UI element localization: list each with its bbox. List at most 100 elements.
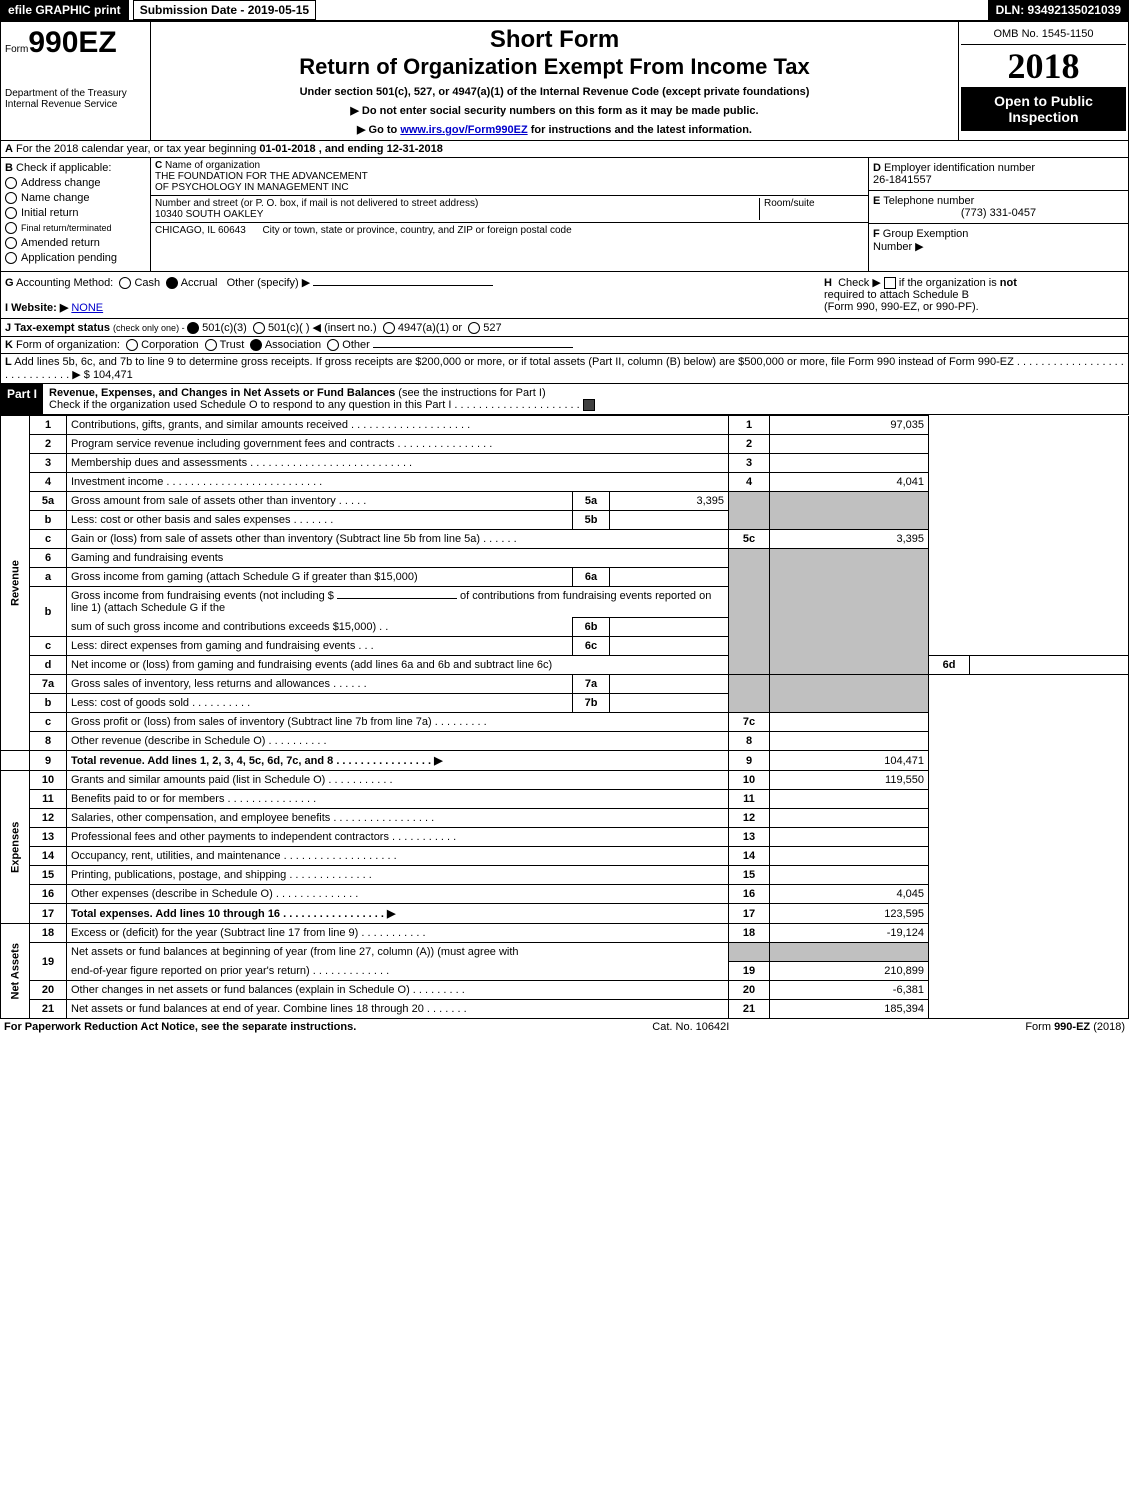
footer-right-post: (2018) [1090, 1021, 1125, 1033]
l6a-sub: 6a [573, 568, 610, 587]
j-text: Tax-exempt status [14, 322, 110, 334]
pending-radio[interactable] [5, 252, 17, 264]
footer-mid: Cat. No. 10642I [652, 1021, 729, 1033]
l3-no: 3 [30, 454, 67, 473]
part1-title-box: Revenue, Expenses, and Changes in Net As… [43, 384, 1128, 414]
l3-desc: Membership dues and assessments . . . . … [67, 454, 729, 473]
k-text: Form of organization: [16, 339, 120, 351]
efile-print-button[interactable]: efile GRAPHIC print [0, 0, 129, 20]
l6d-val [970, 656, 1129, 675]
k-trust: Trust [220, 339, 245, 351]
section-k-label: K [5, 339, 13, 351]
h-checkbox[interactable] [884, 277, 896, 289]
l4-no: 4 [30, 473, 67, 492]
part1-checkbox[interactable] [583, 399, 595, 411]
j-501c-radio[interactable] [253, 322, 265, 334]
accrual-label: Accrual [181, 277, 218, 289]
k-other-input[interactable] [373, 347, 573, 348]
j-527-radio[interactable] [468, 322, 480, 334]
l5c-val: 3,395 [770, 530, 929, 549]
k-other-radio[interactable] [327, 339, 339, 351]
section-k: K Form of organization: Corporation Trus… [0, 337, 1129, 354]
l14-val [770, 847, 929, 866]
l4-num: 4 [729, 473, 770, 492]
instr2-pre: ▶ Go to [357, 124, 400, 136]
other-input[interactable] [313, 285, 493, 286]
l7a-desc: Gross sales of inventory, less returns a… [67, 675, 573, 694]
l7c-no: c [30, 713, 67, 732]
website-label: Website: ▶ [11, 302, 68, 314]
l-val: 104,471 [93, 369, 133, 381]
j-4947-radio[interactable] [383, 322, 395, 334]
k-trust-radio[interactable] [205, 339, 217, 351]
addr-change-radio[interactable] [5, 177, 17, 189]
l7c-val [770, 713, 929, 732]
tel-value: (773) 331-0457 [873, 207, 1124, 219]
j-o2: 501(c)( ) ◀ (insert no.) [268, 322, 377, 334]
l6-no: 6 [30, 549, 67, 568]
k-corp: Corporation [141, 339, 198, 351]
table-row: 9 Total revenue. Add lines 1, 2, 3, 4, 5… [1, 751, 1129, 771]
l6-shade2 [770, 549, 929, 675]
table-row: c Gross profit or (loss) from sales of i… [1, 713, 1129, 732]
initial-radio[interactable] [5, 207, 17, 219]
k-corp-radio[interactable] [126, 339, 138, 351]
k-assoc-radio[interactable] [250, 339, 262, 351]
form-prefix: Form [5, 44, 28, 55]
accrual-radio[interactable] [166, 277, 178, 289]
table-row: 13 Professional fees and other payments … [1, 828, 1129, 847]
l6a-subval [610, 568, 729, 587]
cash-radio[interactable] [119, 277, 131, 289]
table-row: 17 Total expenses. Add lines 10 through … [1, 904, 1129, 924]
table-row: d Net income or (loss) from gaming and f… [1, 656, 1129, 675]
l6b-subval [610, 618, 729, 637]
l4-val: 4,041 [770, 473, 929, 492]
check-if: Check if applicable: [16, 162, 111, 174]
l6b-input[interactable] [337, 598, 457, 599]
l19-no: 19 [30, 943, 67, 981]
initial-label: Initial return [21, 207, 78, 219]
l11-desc: Benefits paid to or for members . . . . … [67, 790, 729, 809]
dept-treasury: Department of the Treasury [5, 88, 146, 99]
l14-no: 14 [30, 847, 67, 866]
footer-right: Form 990-EZ (2018) [1025, 1021, 1125, 1033]
dln-label: DLN: 93492135021039 [988, 0, 1129, 20]
addr-label: Number and street (or P. O. box, if mail… [155, 198, 478, 209]
l5b-no: b [30, 511, 67, 530]
header-right: OMB No. 1545-1150 2018 Open to Public In… [958, 22, 1128, 140]
l13-num: 13 [729, 828, 770, 847]
final-radio[interactable] [5, 222, 17, 234]
info-grid: B Check if applicable: Address change Na… [0, 158, 1129, 272]
footer-left: For Paperwork Reduction Act Notice, see … [4, 1021, 356, 1033]
open-line1: Open to Public [963, 93, 1124, 109]
footer-right-pre: Form [1025, 1021, 1054, 1033]
l5c-no: c [30, 530, 67, 549]
j-501c3-radio[interactable] [187, 322, 199, 334]
l6b-desc3: sum of such gross income and contributio… [67, 618, 573, 637]
section-e-label: E [873, 195, 880, 207]
website-value[interactable]: NONE [71, 302, 103, 314]
top-bar-left: efile GRAPHIC print Submission Date - 20… [0, 0, 316, 20]
org-city: CHICAGO, IL 60643 [155, 225, 246, 236]
table-row: b Less: cost of goods sold . . . . . . .… [1, 694, 1129, 713]
l1-no: 1 [30, 416, 67, 435]
ein-value: 26-1841557 [873, 174, 932, 186]
amended-radio[interactable] [5, 237, 17, 249]
l7b-subval [610, 694, 729, 713]
pending-label: Application pending [21, 252, 117, 264]
name-change-radio[interactable] [5, 192, 17, 204]
grp-num-label: Number ▶ [873, 241, 924, 253]
name-label: Name of organization [165, 160, 260, 171]
table-row: 12 Salaries, other compensation, and emp… [1, 809, 1129, 828]
l19-desc2: end-of-year figure reported on prior yea… [67, 961, 729, 980]
l17-desc-b: Total expenses. Add lines 10 through 16 … [71, 908, 395, 920]
j-o1: 501(c)(3) [202, 322, 247, 334]
l14-num: 14 [729, 847, 770, 866]
h-text4: (Form 990, 990-EZ, or 990-PF). [824, 301, 979, 313]
table-row: 3 Membership dues and assessments . . . … [1, 454, 1129, 473]
amended-label: Amended return [21, 237, 100, 249]
table-row: 7a Gross sales of inventory, less return… [1, 675, 1129, 694]
tax-year: 2018 [961, 45, 1126, 87]
irs-link[interactable]: www.irs.gov/Form990EZ [400, 124, 527, 136]
part1-label: Part I [1, 384, 43, 414]
